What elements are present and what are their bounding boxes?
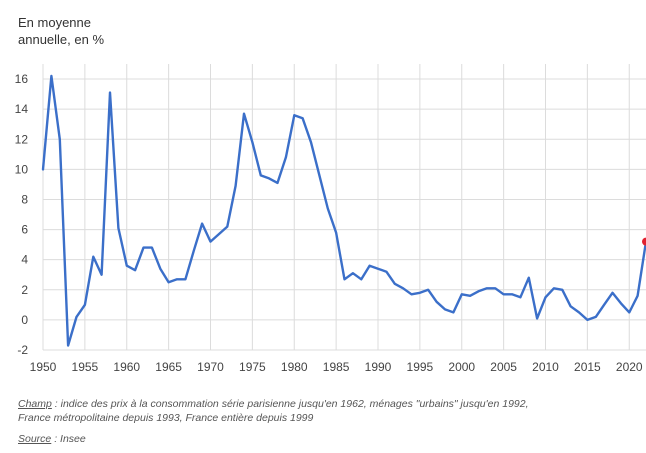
footnote-champ-line2: France métropolitaine depuis 1993, Franc… [18, 412, 314, 424]
x-tick-label: 1995 [407, 360, 434, 374]
x-tick-label: 2000 [448, 360, 475, 374]
x-tick-label: 2020 [616, 360, 643, 374]
inflation-line-chart: 1950 1955 1960 1965 1970 1975 1980 1985 1990 1995… [15, 64, 646, 374]
source-text: : Insee [51, 433, 86, 445]
y-tick-label: 6 [21, 223, 28, 237]
x-tick-label: 1965 [155, 360, 182, 374]
x-tick-label: 2005 [490, 360, 517, 374]
last-value-marker [642, 237, 646, 246]
x-tick-label: 1960 [113, 360, 140, 374]
x-tick-label: 1975 [239, 360, 266, 374]
x-tick-label: 1980 [281, 360, 308, 374]
x-tick-label: 1985 [323, 360, 350, 374]
y-tick-label: 10 [15, 162, 29, 176]
x-tick-label: 1970 [197, 360, 224, 374]
x-tick-label: 2010 [532, 360, 559, 374]
champ-label: Champ [18, 398, 52, 410]
y-axis-unit-label: En moyenne annuelle, en % [18, 14, 104, 48]
y-tick-label: 8 [21, 192, 28, 206]
y-tick-label: 0 [21, 313, 28, 327]
y-tick-label: -2 [17, 343, 28, 357]
series-layer [41, 74, 646, 347]
series-line [41, 74, 646, 347]
y-axis-unit-line1: En moyenne [18, 15, 91, 30]
y-tick-label: 14 [15, 102, 29, 116]
footnote-champ: Champ : indice des prix à la consommatio… [18, 397, 529, 411]
y-axis-unit-line2: annuelle, en % [18, 32, 105, 47]
x-tick-label: 1950 [30, 360, 57, 374]
y-tick-label: 12 [15, 132, 29, 146]
champ-text: : indice des prix à la consommation séri… [51, 398, 529, 410]
y-tick-label: 16 [15, 72, 29, 86]
footnote-source: Source : Insee [18, 432, 86, 446]
source-label: Source [18, 433, 52, 445]
grid [42, 64, 646, 351]
x-tick-label: 1955 [72, 360, 99, 374]
x-tick-label: 2015 [574, 360, 601, 374]
x-tick-label: 1990 [365, 360, 392, 374]
y-tick-label: 2 [21, 283, 28, 297]
y-tick-label: 4 [21, 253, 28, 267]
tick-labels: 1950 1955 1960 1965 1970 1975 1980 1985 1990 1995… [15, 72, 643, 374]
